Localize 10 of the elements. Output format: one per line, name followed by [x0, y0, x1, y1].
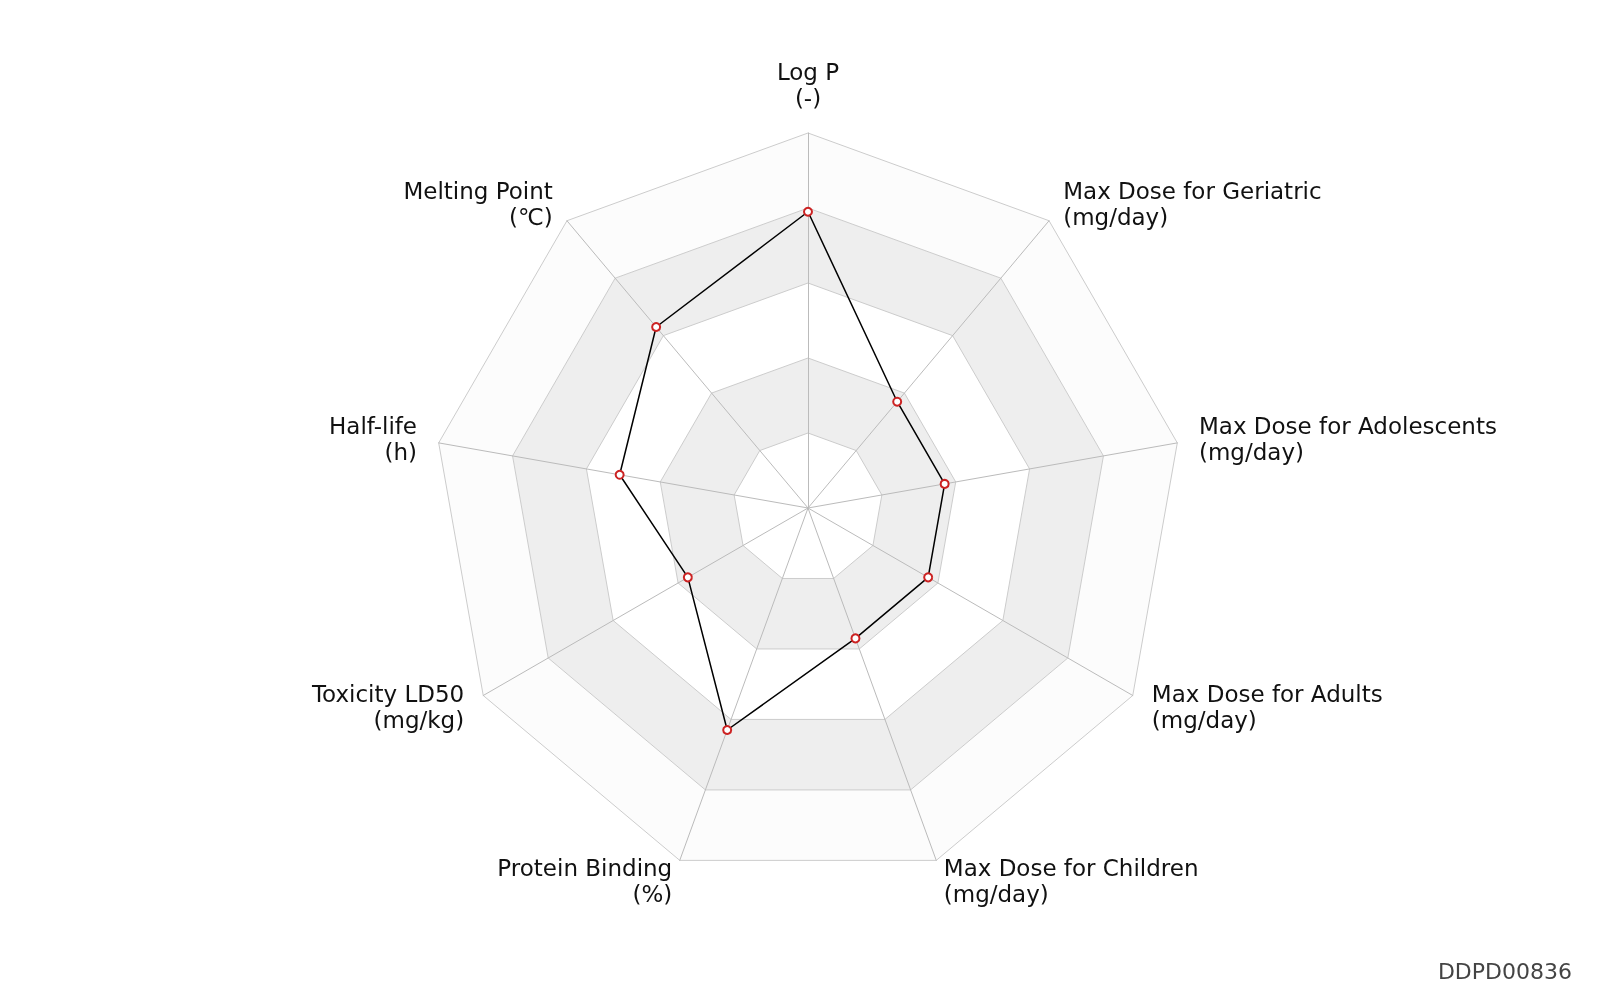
- spoke-label: Toxicity LD50 (mg/kg): [310, 680, 465, 733]
- spoke-label: Protein Binding (%): [497, 855, 673, 908]
- spoke-label: Max Dose for Adults (mg/day): [1151, 680, 1383, 733]
- spoke-label: Log P (-): [776, 59, 840, 111]
- spoke-label: Max Dose for Children (mg/day): [943, 855, 1199, 908]
- spoke-label: Melting Point (℃): [403, 177, 553, 230]
- text: DDPD00836: [1437, 958, 1572, 984]
- spoke-label: Half-life (h): [329, 413, 418, 466]
- spoke-label: Max Dose for Adolescents (mg/day): [1198, 413, 1497, 466]
- spoke-label: Max Dose for Geriatric (mg/day): [1063, 177, 1322, 230]
